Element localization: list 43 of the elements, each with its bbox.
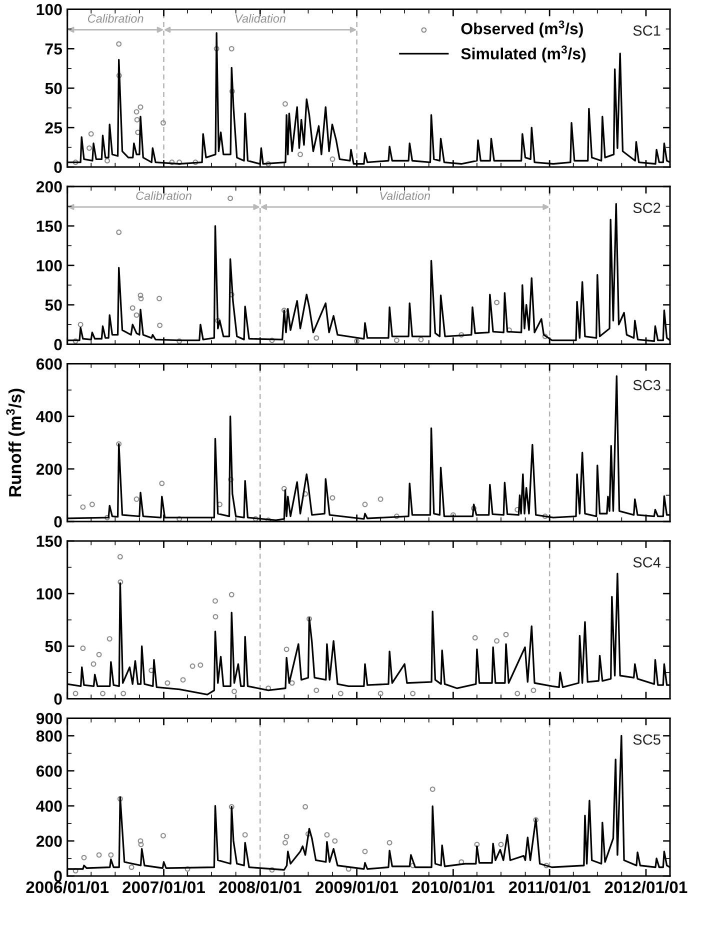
- annotation: Calibration: [88, 14, 144, 23]
- annotation: SC4: [633, 557, 661, 568]
- y-tick-label: 600: [36, 765, 62, 777]
- annotation: Validation: [236, 14, 286, 23]
- y-tick-label: 25: [45, 122, 62, 134]
- annotation: SC2: [633, 202, 660, 213]
- x-tick-label: 2007/01/01: [122, 880, 205, 894]
- y-tick-label: 0: [54, 870, 62, 882]
- y-tick-label: 800: [36, 730, 62, 742]
- x-tick-label: 2009/01/01: [316, 880, 398, 894]
- y-tick-label: 0: [54, 693, 62, 705]
- x-tick-label: 2011/01/01: [508, 880, 590, 894]
- y-tick-label: 600: [36, 358, 62, 370]
- x-tick-label: 2010/01/01: [412, 880, 494, 894]
- y-tick-label: 0: [54, 162, 62, 173]
- y-tick-label: 900: [36, 712, 62, 724]
- annotation: Calibration: [136, 191, 192, 200]
- annotation: SC5: [633, 734, 660, 745]
- y-tick-label: 100: [36, 588, 62, 600]
- y-tick-label: 50: [45, 640, 62, 652]
- y-tick-label: 200: [36, 181, 62, 192]
- y-tick-label: 200: [36, 836, 62, 847]
- y-tick-label: 100: [36, 4, 62, 16]
- x-tick-label: 2012/01/01: [604, 880, 688, 894]
- x-tick-label: 2006/01/01: [26, 880, 109, 894]
- y-tick-label: 50: [45, 82, 62, 94]
- y-tick-label: 50: [45, 299, 62, 311]
- y-tick-label: 150: [36, 220, 62, 232]
- annotation: SC1: [633, 25, 660, 36]
- y-tick-label: 150: [36, 536, 62, 547]
- y-axis-title: Runoff (m$^{3}$/s): [6, 388, 25, 496]
- y-tick-label: 0: [54, 338, 62, 350]
- annotation: SC3: [633, 380, 660, 390]
- legend-label: Observed (m$^{3}$/s): [461, 20, 583, 38]
- annotation: Validation: [380, 191, 430, 200]
- y-tick-label: 75: [45, 44, 62, 55]
- legend-label: Simulated (m$^{3}$/s): [461, 46, 586, 63]
- y-tick-label: 200: [36, 464, 62, 475]
- x-tick-label: 2008/01/01: [219, 880, 302, 894]
- y-tick-label: 0: [54, 516, 62, 528]
- y-tick-label: 400: [36, 800, 62, 812]
- y-tick-label: 100: [36, 260, 62, 272]
- y-tick-label: 400: [36, 410, 62, 422]
